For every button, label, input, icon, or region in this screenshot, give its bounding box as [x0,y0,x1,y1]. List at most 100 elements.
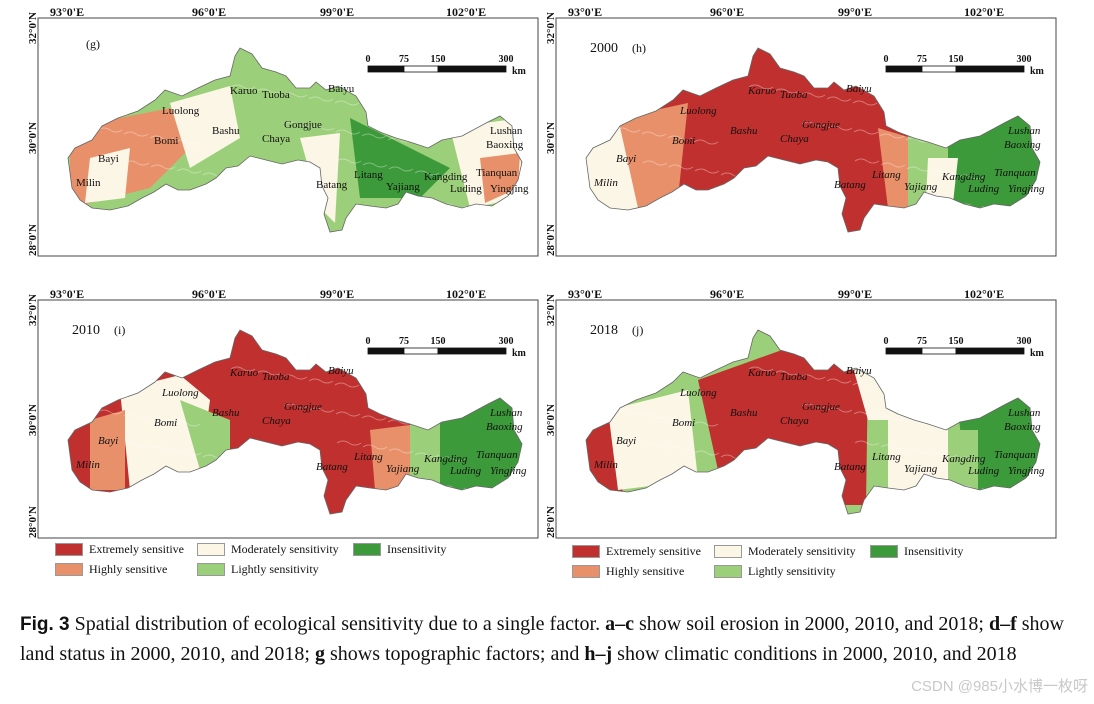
legend-swatch [572,565,600,578]
scale-bar-segment [437,347,507,355]
legend-label: Extremely sensitive [606,544,701,558]
terrain-texture [440,456,466,462]
lat-label: 28°0'N [545,224,557,256]
scale-bar-segment [403,347,439,355]
terrain-texture [801,403,827,409]
terrain-texture [256,88,282,94]
lon-label: 102°0'E [446,5,486,19]
place-label: Yajiang [904,463,938,475]
place-label: Litang [871,169,901,181]
lat-label: 30°0'N [545,404,557,436]
legend-label: Lightly sensitivity [231,562,319,576]
terrain-texture [854,158,880,164]
terrain-texture [827,125,853,131]
map-panel-h: 93°0'E 96°0'E 99°0'E 102°0'E 32°0'N 30°0'N 28°… [545,5,1068,258]
terrain-texture [774,370,800,376]
terrain-texture [853,129,879,135]
place-label: Milin [593,177,618,189]
terrain-texture [880,444,906,450]
lon-label: 96°0'E [710,287,744,301]
place-label: Chaya [780,415,809,427]
scale-tick: 150 [431,54,446,65]
scale-tick: 0 [884,336,889,347]
lat-label: 32°0'N [27,12,39,44]
caption-text-1: Spatial distribution of ecological sensi… [69,613,606,635]
legend-swatch [55,543,83,556]
sensitivity-zone [888,410,948,490]
scale-tick: 75 [399,336,409,347]
lon-label: 96°0'E [710,5,744,19]
caption-text-2: show soil erosion in 2000, 2010, and 201… [633,613,989,635]
caption-bold-4: h–j [584,642,613,665]
place-label: Bayi [616,153,636,165]
terrain-texture [388,166,414,172]
terrain-texture [800,374,826,380]
terrain-texture [667,417,693,423]
place-label: Karuo [747,367,777,379]
caption-bold-3: g [314,642,325,665]
terrain-texture [694,168,720,174]
panel-label: (j) [632,323,643,337]
terrain-texture [641,131,667,137]
scale-bar-segment [367,65,405,73]
terrain-texture [906,166,932,172]
sensitivity-zone [618,103,688,208]
sensitivity-zone [90,410,125,490]
terrain-texture [149,417,175,423]
place-label: Tianquan [476,167,518,179]
terrain-texture [414,452,440,458]
terrain-texture [176,450,202,456]
region-outline [585,47,1041,233]
place-label: Tuoba [262,371,290,383]
place-label: Baiyu [846,365,872,377]
terrain-texture [361,133,387,139]
terrain-texture [309,125,335,131]
terrain-texture [362,444,388,450]
terrain-texture [667,135,693,141]
place-label: Chaya [262,133,290,145]
lat-label: 32°0'N [545,294,557,326]
place-label: Kangding [424,171,468,183]
lon-label: 99°0'E [320,5,354,19]
lat-label: 30°0'N [27,404,39,436]
scale-bar-segment [955,65,1025,73]
place-label: Karuo [230,85,258,97]
place-label: Litang [354,169,383,181]
lat-label: 32°0'N [545,12,557,44]
lon-label: 99°0'E [838,5,872,19]
place-label: Luolong [161,387,199,399]
terrain-texture [668,446,694,452]
legend-swatch [55,563,83,576]
lon-label: 93°0'E [568,5,602,19]
scale-bar-segment [367,347,405,355]
terrain-texture [176,168,202,174]
lat-label: 32°0'N [27,294,39,326]
lon-label: 99°0'E [320,287,354,301]
place-label: Gongjue [802,401,840,413]
legend-label: Moderately sensitivity [231,542,339,556]
legend-left: Extremely sensitive Moderately sensitivit… [55,542,525,582]
sensitivity-zone [180,400,230,470]
legend-swatch [714,565,742,578]
sensitivity-zone [948,430,978,490]
terrain-texture [308,378,334,384]
terrain-texture [361,415,387,421]
place-label: Baoxing [1004,139,1041,151]
legend-swatch [714,545,742,558]
lat-label: 28°0'N [545,506,557,538]
place-label: Bayi [616,435,636,447]
terrain-texture [150,446,176,452]
lon-label: 96°0'E [192,5,226,19]
legend-item: Highly sensitive [572,564,684,579]
place-label: Tuoba [262,89,290,101]
terrain-texture [852,382,878,388]
map-svg-h: 93°0'E 96°0'E 99°0'E 102°0'E 32°0'N 30°0'N 28°… [545,5,1057,257]
scale-bar-segment [921,65,957,73]
place-label: Luolong [162,105,200,117]
legend-item: Insensitivity [353,542,446,557]
scale-bar-segment [437,65,507,73]
legend-swatch [572,545,600,558]
terrain-texture [693,139,719,145]
terrain-texture [336,158,362,164]
place-label: Kangding [423,453,468,465]
